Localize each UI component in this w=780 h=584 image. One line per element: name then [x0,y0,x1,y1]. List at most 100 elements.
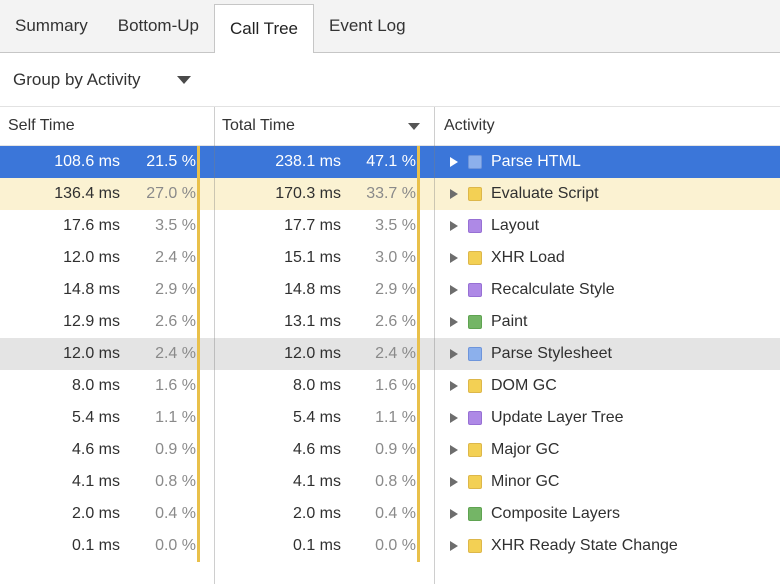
activity-label: Paint [491,313,528,330]
expand-arrow-icon[interactable] [450,541,458,551]
self-percent-bar [196,210,214,242]
expand-arrow-icon[interactable] [450,477,458,487]
expand-arrow-icon[interactable] [450,253,458,263]
activity-cell: Recalculate Style [434,274,780,306]
table-row[interactable]: 4.6 ms 0.9 % 4.6 ms 0.9 % Major GC [0,434,780,466]
table-row[interactable]: 108.6 ms 21.5 % 238.1 ms 47.1 % Parse HT… [0,146,780,178]
expand-arrow-icon[interactable] [450,221,458,231]
table-row[interactable]: 14.8 ms 2.9 % 14.8 ms 2.9 % Recalculate … [0,274,780,306]
total-time-percent: 1.1 % [375,409,416,426]
self-percent-bar [196,338,214,370]
tab-summary[interactable]: Summary [0,0,103,52]
percent-bar-tick [417,370,420,402]
tab-label: Bottom-Up [117,16,199,35]
activity-label: Update Layer Tree [491,409,624,426]
activity-cell: Major GC [434,434,780,466]
percent-bar-tick [197,274,200,306]
self-time-value: 17.6 ms [63,217,120,234]
category-swatch [468,155,482,169]
total-percent-bar [416,242,434,274]
total-percent-bar [416,434,434,466]
table-row[interactable]: 8.0 ms 1.6 % 8.0 ms 1.6 % DOM GC [0,370,780,402]
table-row[interactable]: 12.0 ms 2.4 % 12.0 ms 2.4 % Parse Styles… [0,338,780,370]
expand-arrow-icon[interactable] [450,445,458,455]
self-percent-bar [196,178,214,210]
activity-cell: Layout [434,210,780,242]
table-row[interactable]: 17.6 ms 3.5 % 17.7 ms 3.5 % Layout [0,210,780,242]
tab-call-tree[interactable]: Call Tree [213,4,315,53]
total-percent-bar [416,178,434,210]
total-time-percent: 3.5 % [375,217,416,234]
header-total-time[interactable]: Total Time [214,117,434,135]
percent-bar-tick [197,306,200,338]
group-by-dropdown[interactable]: Group by Activity [13,70,191,90]
self-percent-bar [196,146,214,178]
table-row[interactable]: 4.1 ms 0.8 % 4.1 ms 0.8 % Minor GC [0,466,780,498]
total-time-value: 0.1 ms [292,537,341,554]
table-row[interactable]: 0.1 ms 0.0 % 0.1 ms 0.0 % XHR Ready Stat… [0,530,780,562]
chevron-down-icon [176,75,191,84]
activity-label: Parse Stylesheet [491,345,612,362]
self-time-value: 5.4 ms [71,409,120,426]
total-time-percent: 47.1 % [366,153,416,170]
percent-bar-tick [417,242,420,274]
total-time-percent: 2.6 % [375,313,416,330]
expand-arrow-icon[interactable] [450,189,458,199]
expand-arrow-icon[interactable] [450,157,458,167]
self-time-value: 14.8 ms [63,281,120,298]
self-time-percent: 0.9 % [155,441,196,458]
self-percent-bar [196,466,214,498]
self-time-percent: 2.4 % [155,345,196,362]
table-row[interactable]: 2.0 ms 0.4 % 2.0 ms 0.4 % Composite Laye… [0,498,780,530]
header-total-time-label: Total Time [222,117,295,134]
expand-arrow-icon[interactable] [450,381,458,391]
self-time-value: 8.0 ms [71,377,120,394]
total-time-value: 15.1 ms [284,249,341,266]
total-percent-bar [416,370,434,402]
table-header: Self Time Total Time Activity [0,107,780,146]
table-row[interactable]: 12.0 ms 2.4 % 15.1 ms 3.0 % XHR Load [0,242,780,274]
header-activity[interactable]: Activity [444,117,495,134]
tab-label: Summary [15,16,88,35]
activity-label: Evaluate Script [491,185,599,202]
self-percent-bar [196,530,214,562]
total-time-percent: 0.0 % [375,537,416,554]
tab-event-log[interactable]: Event Log [314,0,421,52]
activity-label: Minor GC [491,473,560,490]
table-row[interactable]: 5.4 ms 1.1 % 5.4 ms 1.1 % Update Layer T… [0,402,780,434]
percent-bar-tick [197,242,200,274]
activity-cell: DOM GC [434,370,780,402]
self-time-percent: 0.0 % [155,537,196,554]
percent-bar-tick [197,466,200,498]
total-percent-bar [416,146,434,178]
expand-arrow-icon[interactable] [450,317,458,327]
activity-label: XHR Load [491,249,565,266]
header-self-time[interactable]: Self Time [8,117,75,134]
table-row[interactable]: 136.4 ms 27.0 % 170.3 ms 33.7 % Evaluate… [0,178,780,210]
expand-arrow-icon[interactable] [450,413,458,423]
tab-bar: Summary Bottom-Up Call Tree Event Log [0,0,780,53]
call-tree-table: Self Time Total Time Activity 108.6 ms 2… [0,107,780,584]
activity-cell: Parse HTML [434,146,780,178]
percent-bar-tick [417,210,420,242]
activity-cell: Evaluate Script [434,178,780,210]
total-time-percent: 2.9 % [375,281,416,298]
category-swatch [468,283,482,297]
total-time-value: 238.1 ms [275,153,341,170]
category-swatch [468,475,482,489]
category-swatch [468,443,482,457]
expand-arrow-icon[interactable] [450,285,458,295]
total-time-percent: 0.8 % [375,473,416,490]
tab-bottom-up[interactable]: Bottom-Up [103,0,214,52]
expand-arrow-icon[interactable] [450,509,458,519]
percent-bar-tick [197,146,200,178]
category-swatch [468,251,482,265]
sort-descending-icon [408,122,420,130]
expand-arrow-icon[interactable] [450,349,458,359]
self-time-value: 136.4 ms [54,185,120,202]
table-row[interactable]: 12.9 ms 2.6 % 13.1 ms 2.6 % Paint [0,306,780,338]
activity-label: Recalculate Style [491,281,615,298]
self-time-percent: 1.6 % [155,377,196,394]
total-time-value: 2.0 ms [292,505,341,522]
